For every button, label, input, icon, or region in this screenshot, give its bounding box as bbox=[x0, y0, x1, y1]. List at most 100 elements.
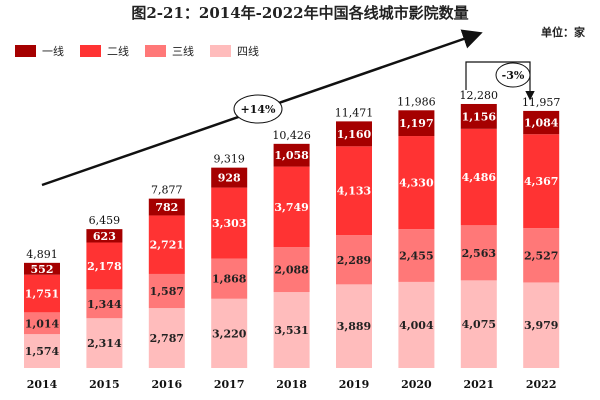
legend-label: 三线 bbox=[172, 44, 194, 58]
legend-swatch bbox=[145, 45, 166, 57]
segment-label: 4,075 bbox=[462, 318, 496, 331]
bar-segment bbox=[460, 128, 497, 226]
bar-segment bbox=[24, 274, 60, 313]
segment-label: 4,004 bbox=[399, 319, 434, 332]
segment-label: 3,531 bbox=[274, 324, 308, 337]
legend-swatch bbox=[80, 45, 101, 57]
segment-label: 2,787 bbox=[150, 332, 184, 345]
decline-label: -3% bbox=[502, 69, 525, 82]
segment-label: 4,486 bbox=[462, 171, 497, 184]
bar-segment bbox=[336, 235, 372, 285]
legend-label: 一线 bbox=[42, 44, 64, 58]
bar-segment bbox=[148, 308, 185, 368]
bar-segment bbox=[460, 103, 497, 129]
total-label: 11,957 bbox=[522, 96, 561, 109]
bar-segment bbox=[24, 312, 60, 335]
bar-segment bbox=[273, 292, 310, 368]
bar-segment bbox=[398, 229, 435, 282]
bar-segment bbox=[336, 284, 372, 368]
bar-segment bbox=[398, 281, 435, 368]
total-label: 12,280 bbox=[460, 89, 499, 102]
x-tick-label: 2021 bbox=[463, 378, 494, 391]
bar-segment bbox=[336, 146, 372, 236]
growth-label: +14% bbox=[241, 103, 277, 116]
bar-segment bbox=[211, 187, 248, 259]
bar-segment bbox=[211, 167, 248, 188]
segment-label: 2,178 bbox=[87, 260, 122, 273]
bar-segment bbox=[398, 110, 435, 137]
legend: 一线 二线 三线 四线 bbox=[15, 44, 259, 58]
bar-segment bbox=[273, 143, 310, 167]
segment-label: 3,303 bbox=[212, 217, 246, 230]
x-tick-label: 2020 bbox=[401, 378, 432, 391]
x-tick-label: 2014 bbox=[27, 378, 58, 391]
segment-label: 1,084 bbox=[524, 117, 559, 130]
bar-segment bbox=[148, 273, 185, 309]
segment-label: 4,133 bbox=[337, 185, 371, 198]
segment-label: 2,455 bbox=[399, 250, 433, 263]
segment-label: 1,587 bbox=[150, 285, 184, 298]
segment-label: 1,868 bbox=[212, 273, 247, 286]
bar-segment bbox=[523, 282, 560, 368]
segment-label: 3,979 bbox=[524, 319, 558, 332]
segment-label: 3,889 bbox=[337, 320, 371, 333]
bar-segment bbox=[86, 242, 123, 290]
annotations: +14% -3% bbox=[41, 29, 535, 187]
segment-label: 2,563 bbox=[462, 247, 496, 260]
bar-segment bbox=[398, 136, 435, 230]
legend-label: 二线 bbox=[107, 44, 129, 58]
x-tick-label: 2017 bbox=[214, 378, 245, 391]
segment-label: 1,344 bbox=[87, 298, 122, 311]
x-tick-label: 2016 bbox=[151, 378, 182, 391]
total-label: 11,471 bbox=[335, 106, 374, 119]
legend-label: 四线 bbox=[237, 44, 259, 58]
segment-label: 782 bbox=[155, 201, 178, 214]
total-label: 6,459 bbox=[89, 214, 121, 227]
total-label: 10,426 bbox=[272, 129, 311, 142]
x-tick-label: 2022 bbox=[526, 378, 557, 391]
segment-label: 1,014 bbox=[25, 317, 60, 330]
total-label: 4,891 bbox=[26, 248, 58, 261]
legend-swatch bbox=[210, 45, 231, 57]
bar-segment bbox=[523, 110, 560, 135]
x-tick-label: 2018 bbox=[276, 378, 307, 391]
chart-title: 图2-21：2014年-2022年中国各线城市影院数量 bbox=[131, 4, 468, 22]
unit-label: 单位：家 bbox=[541, 25, 586, 39]
legend-swatch bbox=[15, 45, 36, 57]
bar-segment bbox=[523, 228, 560, 283]
segment-label: 1,156 bbox=[462, 110, 497, 123]
total-label: 7,877 bbox=[151, 184, 183, 197]
segment-label: 552 bbox=[31, 263, 54, 276]
segment-label: 1,751 bbox=[25, 288, 59, 301]
bar-segment bbox=[86, 229, 123, 243]
segment-label: 2,088 bbox=[274, 264, 309, 277]
x-tick-label: 2019 bbox=[339, 378, 370, 391]
bars: 1,574 1,014 1,751 552 4,891 2014 2,314 1,344 2,1… bbox=[24, 89, 560, 391]
growth-ellipse bbox=[233, 94, 283, 124]
bar-segment bbox=[336, 121, 372, 147]
segment-label: 928 bbox=[218, 172, 241, 185]
bar-segment bbox=[273, 166, 310, 248]
segment-label: 3,749 bbox=[274, 201, 308, 214]
segment-label: 2,527 bbox=[524, 249, 558, 262]
segment-label: 2,289 bbox=[337, 254, 371, 267]
bar-segment bbox=[460, 225, 497, 281]
segment-label: 2,314 bbox=[87, 337, 122, 350]
segment-label: 3,220 bbox=[212, 327, 247, 340]
segment-label: 2,721 bbox=[150, 239, 184, 252]
total-label: 9,319 bbox=[213, 153, 245, 166]
bar-segment bbox=[86, 318, 123, 368]
bar-segment bbox=[211, 298, 248, 368]
total-label: 11,986 bbox=[397, 95, 436, 108]
bar-segment bbox=[523, 134, 560, 229]
segment-label: 623 bbox=[93, 230, 116, 243]
bar-segment bbox=[86, 289, 123, 319]
segment-label: 1,197 bbox=[399, 117, 433, 130]
segment-label: 1,058 bbox=[274, 149, 309, 162]
segment-label: 1,574 bbox=[25, 345, 60, 358]
bar-segment bbox=[24, 334, 60, 368]
bar-segment bbox=[148, 198, 185, 216]
decline-ellipse bbox=[495, 62, 531, 88]
